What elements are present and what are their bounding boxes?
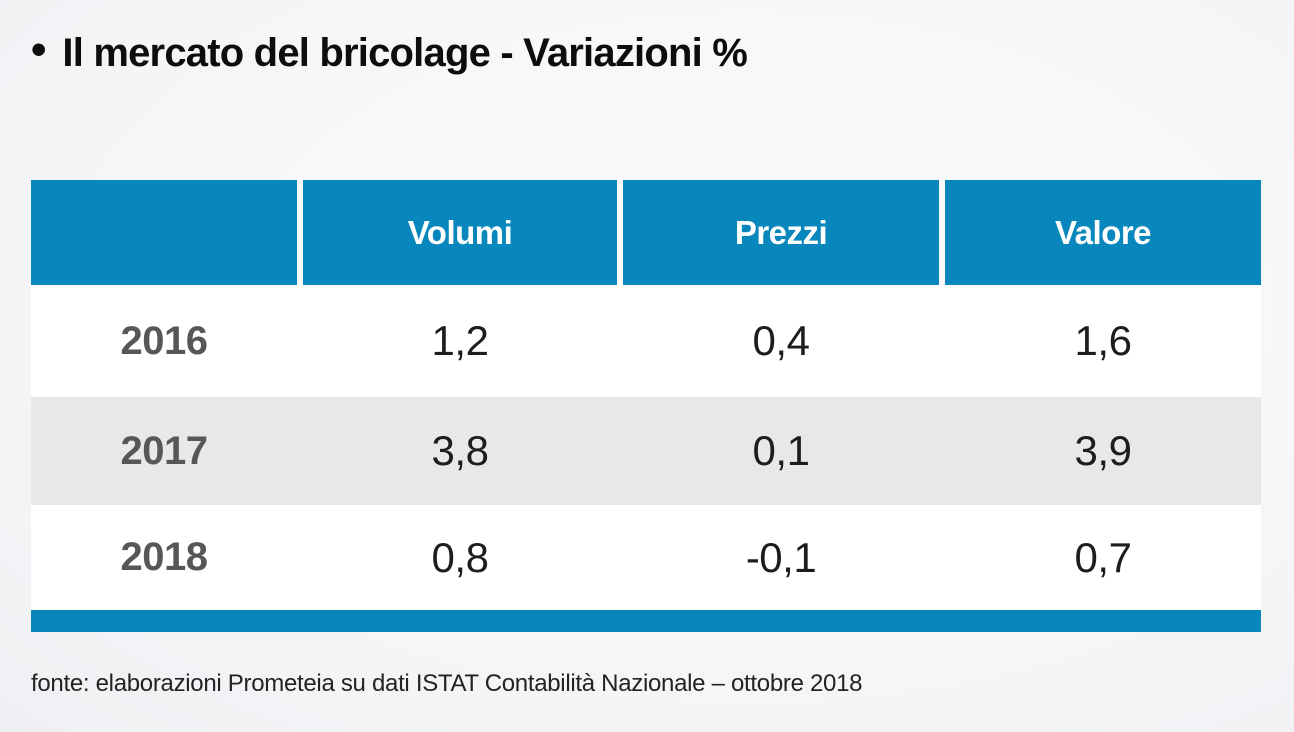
page-title: Il mercato del bricolage - Variazioni % [62, 31, 747, 75]
column-header-empty [31, 180, 297, 285]
bullet-icon: • [31, 25, 47, 74]
table-header-row: Volumi Prezzi Valore [31, 180, 1261, 285]
variations-table: Volumi Prezzi Valore 2016 1,2 0,4 1,6 20… [31, 180, 1261, 632]
cell-volumi: 3,8 [431, 427, 489, 474]
cell-valore: 1,6 [1074, 317, 1132, 364]
column-header-valore: Valore [945, 180, 1261, 285]
cell-prezzi: 0,4 [752, 317, 810, 364]
column-header-prezzi: Prezzi [623, 180, 939, 285]
cell-prezzi: -0,1 [745, 533, 817, 581]
cell-valore: 0,7 [1074, 533, 1132, 581]
table-row: 2017 3,8 0,1 3,9 [31, 397, 1261, 505]
table-bottom-bar [31, 610, 1261, 632]
table-row: 2016 1,2 0,4 1,6 [31, 285, 1261, 397]
column-header-volumi: Volumi [303, 180, 617, 285]
row-year-label: 2016 [120, 318, 208, 363]
cell-volumi: 0,8 [431, 533, 489, 581]
row-year-label: 2018 [120, 535, 208, 579]
table-row: 2018 0,8 -0,1 0,7 [31, 505, 1261, 610]
row-year-label: 2017 [120, 428, 208, 473]
cell-valore: 3,9 [1074, 427, 1132, 474]
source-note: fonte: elaborazioni Prometeia su dati IS… [31, 670, 863, 697]
cell-prezzi: 0,1 [752, 427, 810, 474]
page-title-line: • Il mercato del bricolage - Variazioni … [31, 25, 1294, 76]
cell-volumi: 1,2 [431, 317, 489, 364]
